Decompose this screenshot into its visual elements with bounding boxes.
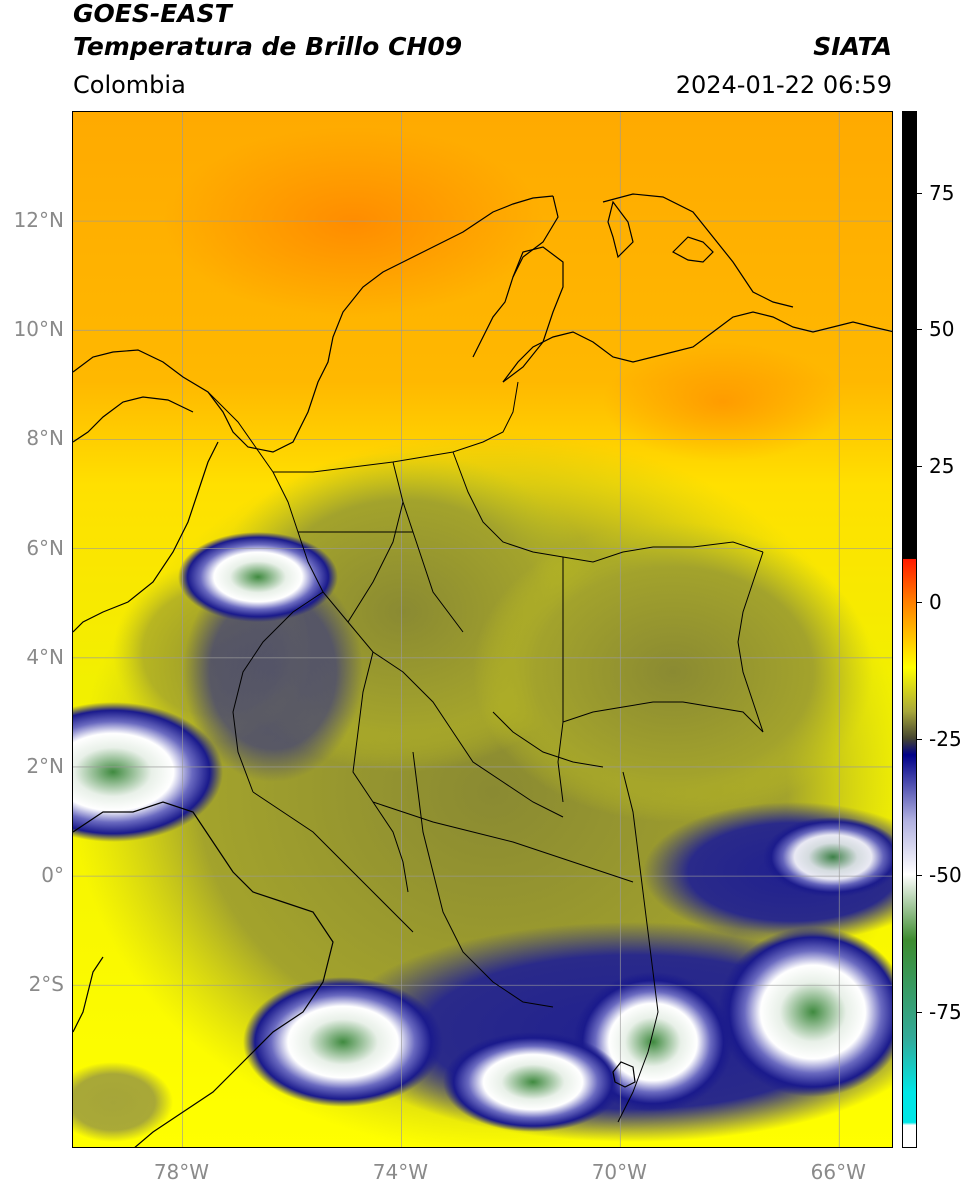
agency-label: SIATA [813,32,892,61]
lat-tick-label: 2°S [28,972,64,997]
lon-tick-label: 66°W [810,1160,866,1184]
cold-band-sw [73,1062,173,1142]
colorbar-tick-label: 0 [929,590,942,615]
product-title: Temperatura de Brillo CH09 [73,32,463,61]
colorbar-tick-mark [917,738,922,740]
cloud-putumayo [443,1032,623,1132]
cloud-amazon-east [718,927,892,1097]
coastlines [73,193,892,1147]
lat-tick-label: 4°N [26,644,64,669]
olive-llanos [473,522,873,822]
lat-tick-label: 0° [41,863,64,888]
lat-tick-label: 10°N [13,317,64,342]
hot-area-north [163,127,543,317]
colorbar-tick-mark [917,329,922,331]
lon-tick-label: 74°W [372,1160,429,1184]
lat-tick-label: 2°N [26,753,64,778]
lon-tick-label: 70°W [591,1160,647,1184]
cloud-ecuador [243,977,443,1107]
cloud-vaupes [763,817,892,897]
colorbar-tick-mark [917,1011,922,1013]
cloud-choco [178,532,338,622]
graticule [73,112,892,1147]
colorbar-tick-mark [917,602,922,604]
admin-borders [207,381,764,1123]
region-label: Colombia [73,71,186,99]
colorbar-tick-label: 75 [929,180,955,205]
colorbar-tick-mark [917,192,922,194]
brightness-temperature-map [73,112,892,1147]
colorbar-tick-mark [917,465,922,467]
satellite-title: GOES-EAST [73,0,232,28]
map-panel [72,111,893,1148]
lat-tick-label: 8°N [26,426,64,451]
timestamp-label: 2024-01-22 06:59 [675,71,892,99]
colorbar-tick-label: 50 [929,317,955,342]
hot-area-east [603,342,843,462]
cloud-pacific [73,702,223,842]
colorbar-tick-label: -75 [929,999,962,1024]
colorbar [902,111,917,1148]
lat-tick-label: 12°N [13,208,64,233]
colorbar-tick-label: 25 [929,453,955,478]
colorbar-tick-mark [917,875,922,877]
lon-tick-label: 78°W [153,1160,210,1184]
colorbar-tick-label: -50 [929,863,962,888]
lat-tick-label: 6°N [26,535,64,560]
colorbar-tick-label: -25 [929,726,962,751]
